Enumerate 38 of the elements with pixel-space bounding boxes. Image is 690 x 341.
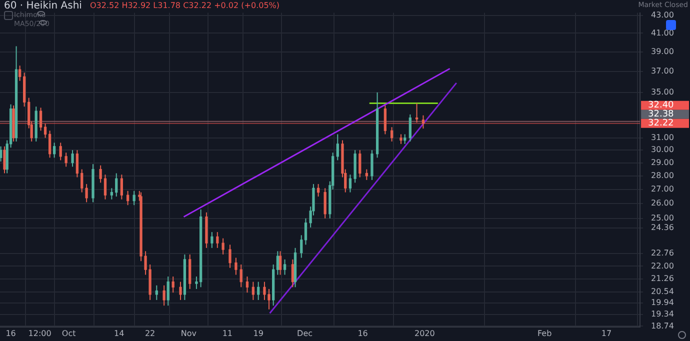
y-tick-label: 43.00	[651, 10, 674, 20]
ref-line-label: 32.22	[648, 118, 674, 129]
y-tick-label: 24.36	[651, 223, 674, 232]
y-tick-label: 19.34	[651, 309, 674, 318]
x-tick-label: 12:00	[28, 328, 52, 338]
y-tick-label: 20.54	[651, 286, 674, 296]
y-tick-label: 37.00	[651, 66, 674, 76]
y-tick-label: 18.74	[651, 321, 674, 330]
x-tick-label: 16	[358, 328, 368, 338]
y-tick-label: 35.00	[651, 88, 674, 97]
x-tick-label: Feb	[538, 328, 552, 338]
y-tick-label: 30.00	[651, 145, 674, 154]
x-tick-label: 2020	[414, 328, 435, 338]
x-tick-label: Nov	[180, 328, 197, 338]
x-tick-label: 22	[144, 328, 156, 338]
y-tick-label: 41.00	[651, 28, 674, 38]
x-tick-label: Oct	[62, 328, 76, 338]
y-tick-label: 22.76	[651, 248, 674, 258]
x-tick-label: 17	[601, 328, 612, 338]
x-tick-label: 14	[114, 328, 124, 338]
y-tick-label: 19.94	[651, 298, 674, 308]
y-tick-label: 25.00	[651, 213, 674, 222]
y-tick-label: 27.00	[651, 184, 674, 194]
x-tick-label: Dec	[297, 328, 313, 338]
x-tick-label: 16	[6, 328, 16, 338]
y-tick-label: 28.00	[651, 171, 674, 180]
y-tick-label: 39.00	[651, 47, 674, 56]
y-tick-label: 26.00	[651, 198, 674, 208]
y-tick-label: 21.26	[651, 274, 674, 284]
x-tick-label: 19	[253, 328, 264, 338]
y-tick-label: 22.00	[651, 261, 674, 270]
y-tick-label: 29.00	[651, 158, 674, 167]
ref-line-label: 32.40	[648, 100, 674, 111]
chart-title: 60 · Heikin Ashi	[4, 0, 82, 12]
y-tick-label: 31.00	[651, 132, 674, 142]
ref-line-label: 32.38	[648, 110, 674, 120]
x-tick-label: 11	[222, 328, 232, 338]
chart-subtitle: O32.52 H32.92 L31.78 C32.22 +0.02 (+0.05%)	[90, 1, 280, 10]
